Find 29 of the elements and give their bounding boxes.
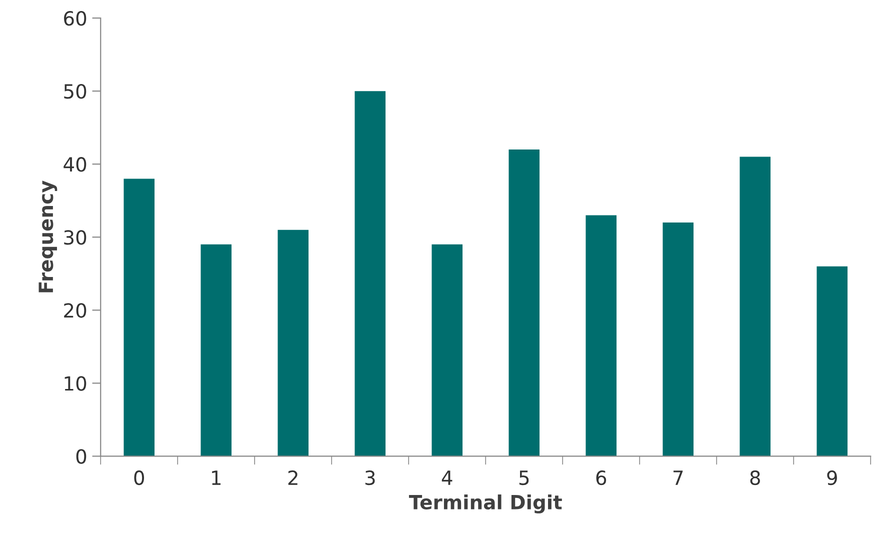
- bar: [200, 244, 232, 456]
- bar: [586, 215, 617, 456]
- bar: [508, 149, 540, 456]
- x-tick-label: 8: [750, 470, 760, 486]
- y-tick-label: 20: [64, 303, 86, 318]
- x-axis-title: Terminal Digit: [408, 494, 562, 514]
- y-axis-title: Frequency: [38, 180, 58, 292]
- x-tick-label: 3: [365, 470, 375, 486]
- x-tick-label: 4: [442, 470, 452, 485]
- bar: [816, 266, 848, 456]
- bar: [124, 178, 155, 456]
- x-tick-label: 6: [596, 470, 606, 486]
- y-tick-label: 50: [64, 84, 86, 99]
- x-tick-label: 0: [134, 470, 144, 486]
- bar: [432, 244, 463, 456]
- y-tick-label: 40: [64, 157, 86, 172]
- x-tick-label: 2: [288, 470, 298, 485]
- y-tick-label: 10: [64, 376, 86, 391]
- x-tick-label: 9: [827, 470, 837, 486]
- bar: [740, 156, 771, 456]
- y-tick-label: 30: [64, 230, 86, 245]
- bar: [354, 91, 386, 456]
- bar: [662, 222, 694, 456]
- x-tick-label: 7: [674, 470, 683, 485]
- y-tick-label: 60: [64, 11, 86, 26]
- x-tick-label: 1: [212, 470, 221, 485]
- y-tick-label: 0: [76, 449, 86, 464]
- bar: [278, 230, 309, 456]
- x-tick-label: 5: [519, 470, 529, 486]
